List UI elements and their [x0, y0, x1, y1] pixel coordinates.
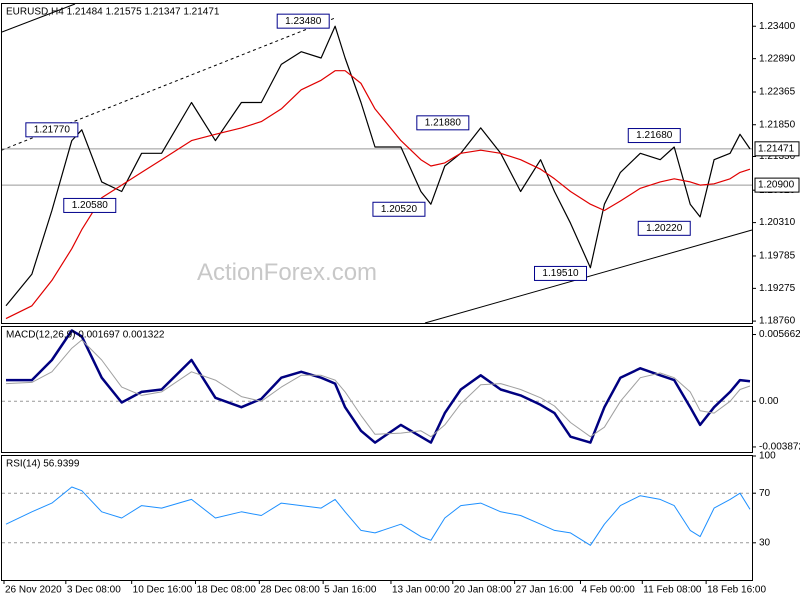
x-tick-label: 28 Dec 08:00	[260, 585, 320, 596]
annotation-box	[276, 13, 330, 29]
annotation-label: 1.23480	[285, 16, 322, 27]
x-tick-label: 18 Feb 16:00	[707, 585, 766, 596]
level-label-box	[754, 141, 800, 157]
y-tick-label: 0.005662	[759, 329, 800, 340]
annotation-box	[637, 220, 691, 236]
annotation-box	[25, 122, 79, 138]
price-panel	[1, 3, 753, 324]
x-tick-label: 3 Dec 08:00	[67, 585, 121, 596]
x-tick-label: 10 Dec 16:00	[133, 585, 193, 596]
y-tick-label: 70	[759, 488, 771, 499]
x-tick-label: 27 Jan 16:00	[516, 585, 574, 596]
x-tick-label: 13 Jan 00:00	[392, 585, 450, 596]
annotation-label: 1.20580	[72, 200, 109, 211]
annotation-box	[372, 201, 426, 217]
trend-line	[424, 229, 753, 324]
series-line	[6, 329, 751, 444]
y-tick-label: -0.003872	[759, 442, 800, 453]
level-label: 1.20900	[758, 180, 795, 191]
y-tick-label: 1.22365	[759, 87, 796, 98]
y-tick-label: 1.21850	[759, 119, 796, 130]
y-tick-label: 100	[759, 451, 776, 462]
panel-title: EURUSD,H4 1.21484 1.21575 1.21347 1.2147…	[6, 7, 220, 18]
annotation-label: 1.19510	[542, 268, 579, 279]
x-tick-label: 5 Jan 16:00	[324, 585, 377, 596]
y-tick-label: 1.18760	[759, 316, 796, 327]
level-label-box	[754, 177, 800, 193]
trend-line	[1, 3, 76, 33]
y-tick-label: 0.00	[759, 396, 779, 407]
annotation-label: 1.20220	[646, 223, 683, 234]
panel-title: MACD(12,26,9) 0.001697 0.001322	[6, 330, 165, 341]
panel-title: RSI(14) 56.9399	[6, 459, 80, 470]
x-tick-label: 20 Jan 08:00	[454, 585, 512, 596]
annotation-label: 1.21680	[636, 130, 673, 141]
annotation-label: 1.20520	[381, 204, 418, 215]
annotation-box	[534, 265, 588, 281]
series-line	[5, 486, 751, 546]
y-tick-label: 1.20310	[759, 217, 796, 228]
annotation-box	[416, 115, 470, 131]
watermark: ActionForex.com	[197, 259, 377, 286]
x-tick-label: 11 Feb 08:00	[643, 585, 702, 596]
rsi-panel	[1, 455, 753, 581]
y-tick-label: 1.22890	[759, 53, 796, 64]
x-tick-label: 4 Feb 00:00	[581, 585, 635, 596]
macd-panel	[1, 326, 753, 453]
y-tick-label: 30	[759, 537, 771, 548]
y-tick-label: 1.19275	[759, 283, 796, 294]
y-tick-label: 1.23400	[759, 21, 796, 32]
x-tick-label: 26 Nov 2020	[5, 585, 62, 596]
y-tick-label: 1.21350	[759, 151, 796, 162]
series-line	[5, 70, 751, 320]
annotation-box	[63, 197, 117, 213]
level-label: 1.21471	[758, 143, 795, 154]
series-line	[5, 25, 751, 307]
x-tick-label: 18 Dec 08:00	[196, 585, 256, 596]
y-tick-label: 1.19785	[759, 251, 796, 262]
series-line	[5, 339, 751, 438]
annotation-box	[627, 128, 681, 144]
annotation-label: 1.21880	[425, 117, 462, 128]
annotation-label: 1.21770	[34, 124, 71, 135]
